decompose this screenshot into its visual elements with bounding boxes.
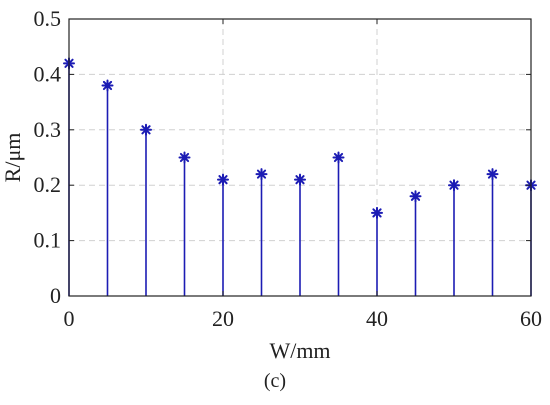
plot-frame [68,18,532,297]
data-point-marker [486,168,499,181]
data-point-marker [448,179,460,192]
x-tick-label: 40 [366,306,388,331]
data-point-marker [101,79,114,92]
data-point-marker [217,173,229,186]
y-tick-label: 0.5 [34,6,62,31]
stem-layer [63,57,537,296]
x-tick-label: 0 [64,306,75,331]
x-tick-label: 20 [212,306,234,331]
y-tick-label: 0 [50,283,61,308]
data-point-marker [255,168,268,181]
data-point-marker [178,151,191,164]
x-tick-label: 60 [520,306,542,331]
tick-layer: 0 0.1 0.2 0.3 0.4 0.5 0 20 40 60 [34,6,543,331]
y-tick-label: 0.1 [34,228,62,253]
data-point-marker [140,123,152,136]
y-tick-label: 0.3 [34,117,62,142]
data-point-marker [409,190,422,203]
data-point-marker [294,173,306,186]
y-axis-label: R/μm [0,133,25,183]
data-point-marker [371,206,383,219]
y-tick-label: 0.4 [34,61,62,86]
y-tick-label: 0.2 [34,172,62,197]
figure-caption: (c) [263,370,287,392]
stem-chart: 0 0.1 0.2 0.3 0.4 0.5 0 20 40 60 W/mm R/μm [0,6,543,363]
x-axis-label: W/mm [269,338,330,363]
data-point-marker [332,151,345,164]
